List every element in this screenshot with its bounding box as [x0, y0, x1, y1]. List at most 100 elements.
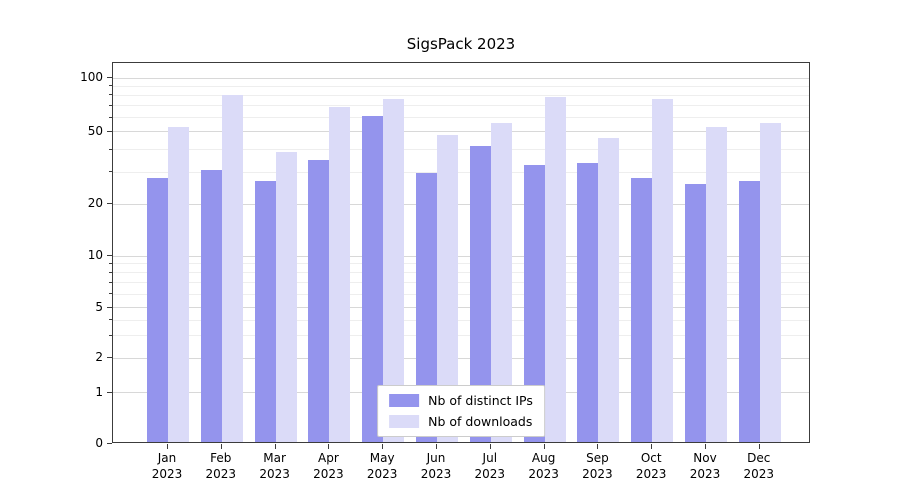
y-tick-mark: [107, 306, 112, 308]
gridline-major: [113, 255, 809, 257]
y-tick-label: 20: [87, 196, 103, 210]
bar-downloads-may: [383, 99, 405, 442]
bar-distinct-ips-apr: [308, 160, 330, 442]
y-tick-label: 10: [87, 248, 103, 262]
x-tick-label: Apr 2023: [313, 451, 344, 481]
x-tick-mark: [489, 444, 491, 449]
gridline-minor: [113, 171, 809, 173]
bar-downloads-sep: [598, 138, 620, 442]
gridline-minor: [113, 293, 809, 295]
bar-distinct-ips-nov: [685, 184, 706, 442]
gridline-minor: [113, 263, 809, 265]
gridline-minor: [113, 94, 809, 96]
legend-swatch-downloads: [389, 415, 420, 428]
legend-item-downloads: Nb of downloads: [389, 414, 533, 429]
x-tick-label: Nov 2023: [689, 451, 721, 481]
gridline-major: [113, 357, 809, 359]
gridline-minor: [113, 335, 809, 337]
x-tick-label: May 2023: [366, 451, 398, 481]
y-minor-tick-mark: [109, 104, 112, 106]
y-minor-tick-mark: [109, 319, 112, 321]
gridline-minor: [113, 85, 809, 87]
y-tick-mark: [107, 77, 112, 78]
x-tick-mark: [220, 444, 222, 449]
bar-downloads-aug: [544, 97, 566, 442]
x-tick-mark: [597, 444, 599, 449]
x-tick-mark: [274, 444, 276, 449]
y-tick-label: 50: [87, 123, 103, 138]
bar-distinct-ips-may: [362, 115, 384, 442]
x-tick-mark: [705, 444, 706, 449]
x-tick-mark: [758, 444, 760, 449]
y-minor-tick-mark: [109, 334, 112, 336]
y-tick-mark: [107, 357, 112, 358]
x-tick-label: Dec 2023: [743, 451, 775, 481]
gridline-minor: [113, 272, 809, 274]
x-tick-mark: [328, 444, 330, 449]
y-tick-mark: [107, 391, 112, 393]
y-tick-mark: [107, 130, 112, 132]
gridline-major: [113, 307, 809, 309]
bar-downloads-jul: [490, 122, 512, 442]
y-minor-tick-mark: [109, 262, 112, 264]
x-tick-label: Jun 2023: [420, 451, 452, 481]
y-tick-label: 1: [95, 384, 103, 399]
y-tick-mark: [107, 443, 112, 444]
gridline-minor: [113, 319, 809, 321]
gridline-minor: [113, 105, 809, 107]
bar-distinct-ips-feb: [200, 170, 222, 442]
gridline-major: [113, 131, 809, 133]
x-tick-label: Jul 2023: [474, 451, 506, 481]
bar-downloads-jan: [168, 126, 189, 442]
y-tick-mark: [107, 203, 112, 204]
legend-swatch-distinct-ips: [389, 394, 420, 407]
legend-label-distinct-ips: Nb of distinct IPs: [428, 393, 533, 408]
bar-downloads-mar: [275, 151, 297, 442]
bar-distinct-ips-mar: [254, 181, 276, 442]
bar-downloads-dec: [759, 122, 781, 442]
x-tick-label: Aug 2023: [528, 451, 559, 481]
y-tick-label: 2: [95, 350, 103, 364]
x-tick-label: Oct 2023: [635, 451, 667, 481]
gridline-minor: [113, 117, 809, 119]
bar-distinct-ips-aug: [523, 165, 545, 442]
x-tick-mark: [436, 444, 437, 449]
y-tick-mark: [107, 255, 112, 256]
x-tick-mark: [167, 444, 168, 449]
y-tick-label: 100: [80, 70, 103, 84]
x-tick-label: Jan 2023: [151, 451, 183, 481]
y-tick-label: 0: [95, 436, 103, 450]
y-minor-tick-mark: [109, 271, 112, 273]
bar-distinct-ips-sep: [577, 162, 599, 442]
bar-distinct-ips-jul: [469, 145, 491, 442]
plot-area: Nb of distinct IPs Nb of downloads: [112, 62, 810, 443]
gridline-minor: [113, 149, 809, 151]
bar-distinct-ips-jun: [416, 172, 437, 442]
chart-title: SigsPack 2023: [406, 35, 516, 53]
y-minor-tick-mark: [109, 148, 112, 150]
bar-distinct-ips-oct: [631, 178, 653, 442]
legend-item-distinct-ips: Nb of distinct IPs: [389, 393, 533, 408]
gridline-minor: [113, 282, 809, 284]
x-tick-mark: [382, 444, 384, 449]
x-tick-label: Mar 2023: [259, 451, 290, 481]
bar-downloads-feb: [221, 95, 243, 442]
bar-layer: [113, 63, 809, 442]
x-tick-label: Sep 2023: [582, 451, 613, 481]
y-minor-tick-mark: [109, 293, 112, 295]
y-minor-tick-mark: [109, 116, 112, 118]
y-minor-tick-mark: [109, 94, 112, 96]
y-minor-tick-mark: [109, 85, 112, 87]
bar-downloads-jun: [437, 134, 458, 442]
gridline-major: [113, 203, 809, 205]
bar-distinct-ips-jan: [147, 178, 168, 442]
bar-distinct-ips-dec: [738, 181, 760, 442]
legend: Nb of distinct IPs Nb of downloads: [377, 385, 545, 437]
bar-downloads-apr: [329, 107, 351, 442]
x-tick-mark: [543, 444, 545, 449]
y-minor-tick-mark: [109, 171, 112, 173]
x-tick-mark: [651, 444, 653, 449]
x-tick-label: Feb 2023: [205, 451, 237, 481]
gridline-major: [113, 77, 809, 79]
